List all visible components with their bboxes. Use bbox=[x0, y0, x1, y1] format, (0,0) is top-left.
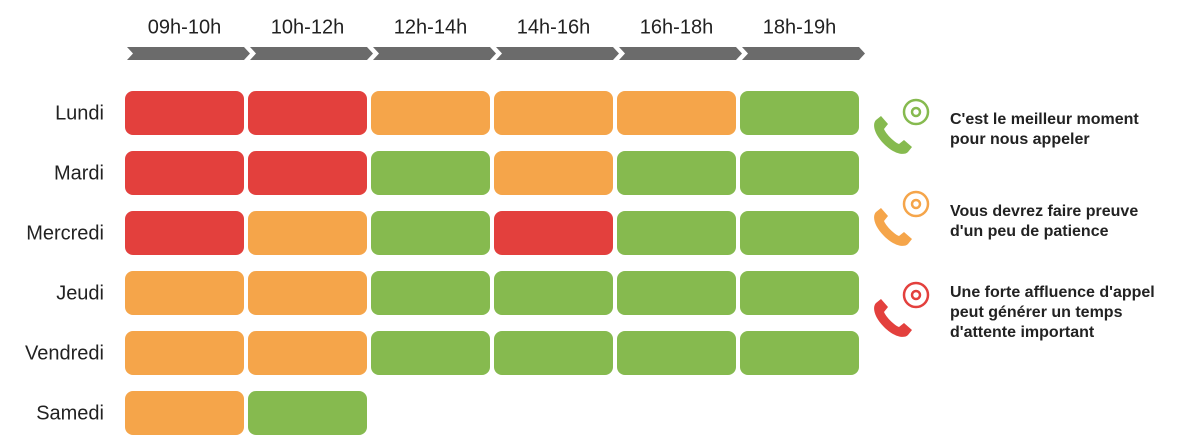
time-cell bbox=[617, 91, 736, 135]
header-arrow bbox=[619, 47, 742, 60]
header-arrow bbox=[742, 47, 865, 60]
time-cell bbox=[125, 271, 244, 315]
bubble-dot bbox=[910, 289, 922, 301]
time-cell bbox=[740, 91, 859, 135]
day-label: Mardi bbox=[54, 162, 104, 184]
time-cell bbox=[740, 211, 859, 255]
time-slot-label: 18h-19h bbox=[763, 16, 836, 38]
time-cell bbox=[740, 151, 859, 195]
time-slot-label: 16h-18h bbox=[640, 16, 713, 38]
time-cell bbox=[125, 331, 244, 375]
time-cell bbox=[617, 331, 736, 375]
day-label: Mercredi bbox=[26, 222, 104, 244]
time-cell bbox=[248, 331, 367, 375]
header-arrow bbox=[127, 47, 250, 60]
time-slot-label: 14h-16h bbox=[517, 16, 590, 38]
legend-text: Vous devrez faire preuve bbox=[950, 203, 1138, 220]
time-cell bbox=[494, 211, 613, 255]
time-cell bbox=[371, 271, 490, 315]
legend-text: d'attente important bbox=[950, 324, 1095, 341]
time-cell bbox=[617, 211, 736, 255]
header-arrow bbox=[250, 47, 373, 60]
time-cell bbox=[248, 391, 367, 435]
time-cell bbox=[617, 151, 736, 195]
phone-icon bbox=[874, 208, 912, 246]
legend-text: Une forte affluence d'appel bbox=[950, 284, 1155, 301]
time-cell bbox=[125, 151, 244, 195]
time-cell bbox=[248, 151, 367, 195]
legend-icon bbox=[874, 98, 930, 154]
time-cell bbox=[494, 271, 613, 315]
bubble-icon bbox=[902, 190, 930, 218]
day-label: Lundi bbox=[55, 102, 104, 124]
bubble-dot bbox=[910, 106, 922, 118]
time-cell bbox=[248, 211, 367, 255]
time-slot-label: 10h-12h bbox=[271, 16, 344, 38]
legend-icon bbox=[874, 281, 930, 337]
time-cell bbox=[371, 151, 490, 195]
bubble-dot bbox=[910, 198, 922, 210]
time-cell bbox=[494, 151, 613, 195]
bubble-icon bbox=[902, 281, 930, 309]
phone-icon bbox=[874, 116, 912, 154]
time-cell bbox=[494, 331, 613, 375]
header-arrow bbox=[373, 47, 496, 60]
legend-icon bbox=[874, 190, 930, 246]
time-cell bbox=[617, 271, 736, 315]
time-cell bbox=[248, 271, 367, 315]
bubble-icon bbox=[902, 98, 930, 126]
day-label: Samedi bbox=[36, 402, 104, 424]
time-cell bbox=[125, 391, 244, 435]
time-cell bbox=[740, 331, 859, 375]
time-cell bbox=[371, 211, 490, 255]
time-cell bbox=[125, 211, 244, 255]
day-label: Jeudi bbox=[56, 282, 104, 304]
time-cell bbox=[740, 271, 859, 315]
time-slot-label: 09h-10h bbox=[148, 16, 221, 38]
header-arrow bbox=[496, 47, 619, 60]
time-cell bbox=[371, 91, 490, 135]
legend-text: pour nous appeler bbox=[950, 131, 1090, 148]
legend-text: C'est le meilleur moment bbox=[950, 111, 1139, 128]
time-cell bbox=[371, 331, 490, 375]
time-slot-label: 12h-14h bbox=[394, 16, 467, 38]
legend-text: peut générer un temps bbox=[950, 304, 1123, 321]
phone-icon bbox=[874, 299, 912, 337]
time-cell bbox=[125, 91, 244, 135]
legend-text: d'un peu de patience bbox=[950, 223, 1109, 240]
time-cell bbox=[494, 91, 613, 135]
day-label: Vendredi bbox=[25, 342, 104, 364]
time-cell bbox=[248, 91, 367, 135]
